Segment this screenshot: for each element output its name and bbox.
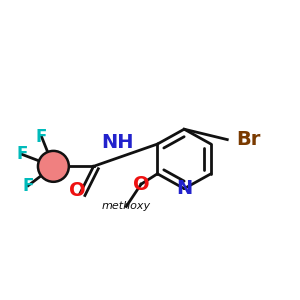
Text: N: N	[176, 179, 192, 198]
Text: Br: Br	[236, 130, 261, 149]
Text: NH: NH	[101, 133, 134, 152]
Circle shape	[38, 151, 69, 182]
Text: O: O	[69, 181, 85, 200]
Text: F: F	[22, 177, 34, 195]
Text: F: F	[16, 146, 28, 164]
Text: F: F	[36, 128, 47, 146]
Text: methoxy: methoxy	[102, 202, 151, 212]
Text: O: O	[133, 175, 149, 194]
